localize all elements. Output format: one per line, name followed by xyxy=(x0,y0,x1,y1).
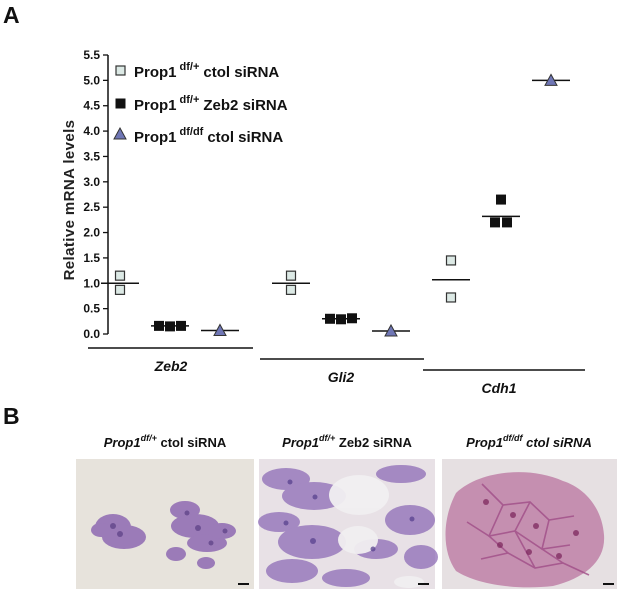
micrograph-captions: Prop1df/+ ctol siRNA Prop1df/+ Zeb2 siRN… xyxy=(104,433,592,450)
caption-suffix: ctol siRNA xyxy=(157,435,227,450)
filled-square-marker xyxy=(165,321,175,332)
data-points xyxy=(114,73,558,337)
caption-suffix: ctol siRNA xyxy=(523,435,592,450)
open-square-marker xyxy=(285,284,297,295)
legend-superscript: df/df xyxy=(180,126,204,138)
filled-square-marker xyxy=(176,320,186,331)
legend-prefix: Prop1 xyxy=(134,97,177,114)
caption-prefix: Prop1 xyxy=(282,435,319,450)
category-label: Cdh1 xyxy=(482,380,517,396)
open-square-marker xyxy=(114,284,126,295)
filled-square-marker xyxy=(502,217,512,228)
category-label: Zeb2 xyxy=(154,358,188,374)
clear-areas xyxy=(329,475,424,588)
y-tick-label: 3.5 xyxy=(83,149,100,163)
open-square-marker xyxy=(114,270,126,281)
filled-square-marker xyxy=(336,314,346,325)
legend-item-ctol-df-df: Prop1 df/df ctol siRNA xyxy=(134,126,283,146)
legend-prefix: Prop1 xyxy=(134,64,177,81)
triangle-marker xyxy=(213,323,227,336)
triangle-marker xyxy=(384,323,398,337)
mean-lines xyxy=(101,79,570,332)
legend-suffix: ctol siRNA xyxy=(207,129,283,146)
y-tick-label: 3.0 xyxy=(83,175,100,189)
caption-superscript: df/df xyxy=(503,433,523,443)
filled-square-marker xyxy=(154,320,164,331)
cell-nuclei xyxy=(483,499,579,559)
caption-prefix: Prop1 xyxy=(466,435,503,450)
open-square-marker xyxy=(445,255,457,266)
y-tick-label: 4.5 xyxy=(83,99,100,113)
y-tick-label: 5.0 xyxy=(83,73,100,87)
micrograph-caption-ctol-df-plus: Prop1df/+ ctol siRNA xyxy=(104,433,227,450)
filled-square-marker xyxy=(325,313,335,324)
cell-borders xyxy=(466,483,590,576)
y-tick-label: 2.5 xyxy=(83,200,100,214)
y-tick-label: 1.5 xyxy=(83,251,100,265)
legend: Prop1 df/+ ctol siRNA Prop1 df/+ Zeb2 siRNA … xyxy=(113,61,288,146)
y-tick-label: 4.0 xyxy=(83,124,100,138)
legend-item-ctol-df-plus: Prop1 df/+ ctol siRNA xyxy=(134,61,279,81)
filled-square-marker xyxy=(490,217,500,228)
legend-item-zeb2-siRNA: Prop1 df/+ Zeb2 siRNA xyxy=(134,94,288,114)
y-tick-label: 0.5 xyxy=(83,302,100,316)
y-axis-label: Relative mRNA levels xyxy=(61,120,78,281)
micrograph-zeb2-siRNA xyxy=(258,459,438,589)
triangle-marker xyxy=(544,73,558,86)
y-tick-label: 2.0 xyxy=(83,226,100,240)
legend-prefix: Prop1 xyxy=(134,129,177,146)
micrograph-ctol-df-df xyxy=(442,459,617,589)
y-axis-ticks: 0.0 0.5 1.0 1.5 2.0 2.5 3.0 3.5 4.0 4.5 5.0 5.5 xyxy=(83,48,108,341)
panel-a-label: A xyxy=(3,2,20,28)
legend-filled-square-marker xyxy=(115,98,126,109)
scale-bar xyxy=(603,583,614,585)
cell-nuclei xyxy=(283,479,415,552)
legend-open-square-marker xyxy=(115,65,126,76)
mrna-chart: 0.0 0.5 1.0 1.5 2.0 2.5 3.0 3.5 4.0 4.5 5.0 5.5 Rel… xyxy=(61,48,585,396)
open-square-marker xyxy=(445,292,457,303)
cell-stain-clusters xyxy=(91,501,236,569)
legend-triangle-marker xyxy=(113,126,127,140)
filled-square-marker xyxy=(496,194,506,205)
open-square-marker xyxy=(285,270,297,281)
caption-prefix: Prop1 xyxy=(104,435,141,450)
micrograph-caption-ctol-df-df: Prop1df/df ctol siRNA xyxy=(466,433,592,450)
y-tick-label: 0.0 xyxy=(83,327,100,341)
category-labels: Zeb2 Gli2 Cdh1 xyxy=(88,347,585,396)
scale-bar xyxy=(238,583,249,585)
cell-stain-network xyxy=(258,465,438,587)
legend-superscript: df/+ xyxy=(180,61,200,73)
panel-b-label: B xyxy=(3,403,20,429)
filled-square-marker xyxy=(347,313,357,324)
y-tick-label: 5.5 xyxy=(83,48,100,62)
category-label: Gli2 xyxy=(328,369,355,385)
micrograph-ctol-df-plus xyxy=(76,459,254,589)
scale-bar xyxy=(418,583,429,585)
caption-superscript: df/+ xyxy=(141,433,158,443)
y-tick-label: 1.0 xyxy=(83,276,100,290)
cell-nuclei xyxy=(110,510,228,546)
legend-suffix: Zeb2 siRNA xyxy=(203,97,287,114)
caption-suffix: Zeb2 siRNA xyxy=(335,435,412,450)
caption-superscript: df/+ xyxy=(319,433,336,443)
legend-superscript: df/+ xyxy=(180,94,200,106)
legend-suffix: ctol siRNA xyxy=(203,64,279,81)
micrograph-caption-zeb2-siRNA: Prop1df/+ Zeb2 siRNA xyxy=(282,433,412,450)
